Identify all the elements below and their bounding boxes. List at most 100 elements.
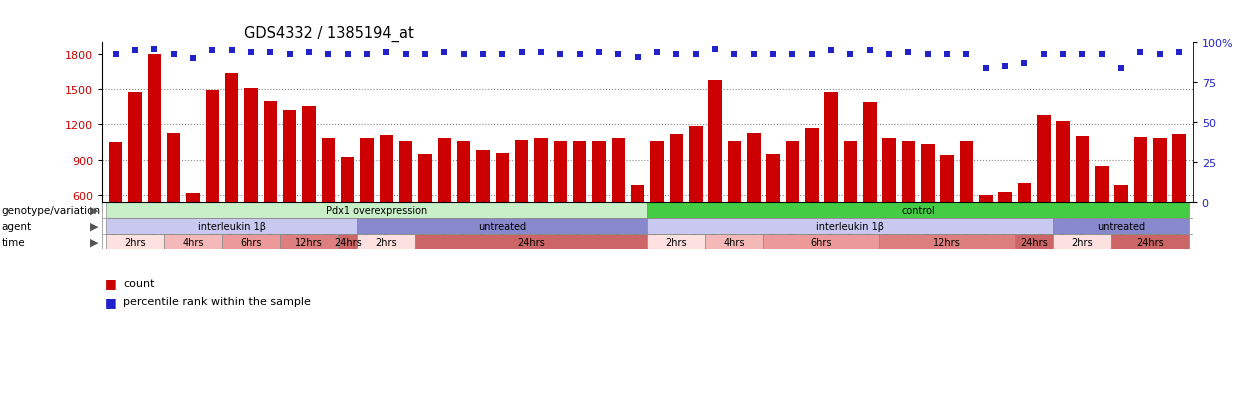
Bar bbox=[879, 234, 1015, 250]
Text: untreated: untreated bbox=[1097, 221, 1145, 231]
Bar bbox=[1017, 183, 1031, 265]
Text: ▶: ▶ bbox=[91, 221, 98, 231]
Bar bbox=[477, 151, 489, 265]
Text: percentile rank within the sample: percentile rank within the sample bbox=[123, 297, 311, 306]
Bar bbox=[688, 126, 702, 265]
Bar bbox=[515, 140, 528, 265]
Bar bbox=[398, 142, 412, 265]
Point bbox=[415, 51, 435, 58]
Bar bbox=[164, 234, 222, 250]
Bar bbox=[940, 155, 954, 265]
Point bbox=[473, 51, 493, 58]
Text: GDS4332 / 1385194_at: GDS4332 / 1385194_at bbox=[244, 26, 413, 42]
Bar bbox=[187, 193, 199, 265]
Bar bbox=[960, 142, 974, 265]
Bar bbox=[763, 234, 879, 250]
Point bbox=[1092, 51, 1112, 58]
Bar bbox=[647, 202, 1189, 218]
Point bbox=[357, 51, 377, 58]
Bar bbox=[747, 133, 761, 265]
Point bbox=[686, 51, 706, 58]
Bar bbox=[128, 93, 142, 265]
Bar bbox=[106, 202, 647, 218]
Point bbox=[763, 51, 783, 58]
Bar bbox=[593, 142, 606, 265]
Text: 12hrs: 12hrs bbox=[934, 237, 961, 247]
Bar bbox=[357, 218, 647, 234]
Bar bbox=[1053, 234, 1112, 250]
Text: 2hrs: 2hrs bbox=[124, 237, 146, 247]
Bar bbox=[360, 139, 373, 265]
Bar bbox=[1112, 234, 1189, 250]
Bar bbox=[901, 142, 915, 265]
Point bbox=[860, 48, 880, 55]
Bar bbox=[534, 139, 548, 265]
Point bbox=[1053, 51, 1073, 58]
Bar bbox=[222, 234, 280, 250]
Bar bbox=[708, 81, 722, 265]
Point bbox=[743, 51, 763, 58]
Point bbox=[550, 51, 570, 58]
Bar bbox=[1173, 135, 1186, 265]
Point bbox=[1112, 66, 1132, 72]
Bar bbox=[416, 234, 647, 250]
Text: interleukin 1β: interleukin 1β bbox=[198, 221, 265, 231]
Point bbox=[144, 46, 164, 53]
Text: ■: ■ bbox=[105, 276, 116, 290]
Point bbox=[106, 51, 126, 58]
Bar bbox=[1056, 121, 1069, 265]
Point bbox=[918, 51, 937, 58]
Bar bbox=[1076, 137, 1089, 265]
Text: count: count bbox=[123, 278, 154, 288]
Point bbox=[1015, 61, 1035, 67]
Text: 4hrs: 4hrs bbox=[723, 237, 746, 247]
Bar bbox=[357, 234, 416, 250]
Point bbox=[1130, 50, 1150, 56]
Bar bbox=[786, 142, 799, 265]
Bar bbox=[647, 218, 1053, 234]
Point bbox=[1150, 51, 1170, 58]
Bar bbox=[167, 133, 181, 265]
Point bbox=[376, 50, 396, 56]
Point bbox=[163, 51, 183, 58]
Point bbox=[705, 46, 725, 53]
Bar bbox=[337, 234, 357, 250]
Text: ■: ■ bbox=[105, 295, 116, 308]
Bar bbox=[380, 135, 393, 265]
Text: untreated: untreated bbox=[478, 221, 527, 231]
Bar bbox=[998, 192, 1012, 265]
Bar bbox=[108, 142, 122, 265]
Point bbox=[976, 66, 996, 72]
Bar bbox=[1134, 138, 1148, 265]
Bar bbox=[1037, 116, 1051, 265]
Bar bbox=[844, 142, 858, 265]
Bar bbox=[631, 186, 645, 265]
Bar bbox=[303, 107, 316, 265]
Bar bbox=[244, 89, 258, 265]
Bar bbox=[283, 111, 296, 265]
Bar bbox=[1114, 185, 1128, 265]
Bar bbox=[647, 234, 706, 250]
Point bbox=[319, 51, 339, 58]
Bar bbox=[1053, 218, 1189, 234]
Point bbox=[647, 50, 667, 56]
Point bbox=[1033, 51, 1053, 58]
Bar bbox=[979, 196, 992, 265]
Point bbox=[337, 51, 357, 58]
Point bbox=[899, 50, 919, 56]
Point bbox=[512, 50, 532, 56]
Text: genotype/variation: genotype/variation bbox=[1, 205, 101, 215]
Point bbox=[589, 50, 609, 56]
Bar bbox=[706, 234, 763, 250]
Bar bbox=[106, 218, 357, 234]
Text: 6hrs: 6hrs bbox=[240, 237, 261, 247]
Text: interleukin 1β: interleukin 1β bbox=[817, 221, 884, 231]
Text: 6hrs: 6hrs bbox=[810, 237, 832, 247]
Bar bbox=[148, 55, 161, 265]
Text: Pdx1 overexpression: Pdx1 overexpression bbox=[326, 205, 427, 215]
Bar bbox=[437, 139, 451, 265]
Bar bbox=[727, 142, 741, 265]
Bar bbox=[670, 135, 684, 265]
Point bbox=[222, 48, 242, 55]
Point bbox=[435, 50, 454, 56]
